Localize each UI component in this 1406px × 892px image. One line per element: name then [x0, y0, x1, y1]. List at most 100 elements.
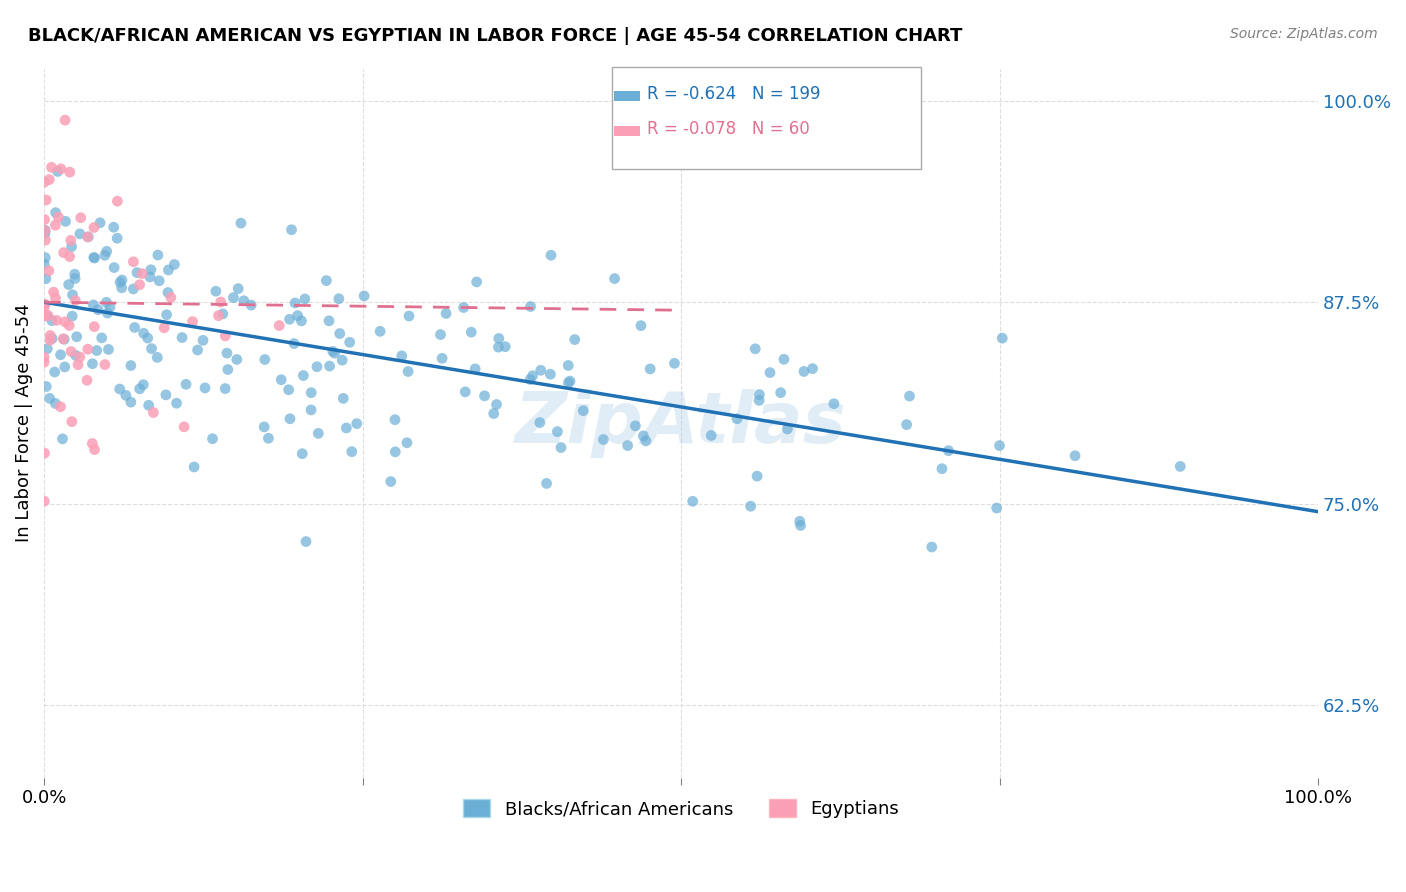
Text: Source: ZipAtlas.com: Source: ZipAtlas.com [1230, 27, 1378, 41]
Blacks/African Americans [205, 285, 228, 299]
Blacks/African Americans [592, 433, 614, 447]
Blacks/African Americans [44, 396, 66, 410]
Blacks/African Americans [396, 364, 419, 378]
Egyptians [76, 373, 98, 387]
Blacks/African Americans [748, 393, 770, 408]
Blacks/African Americans [222, 291, 245, 305]
Egyptians [34, 233, 56, 247]
Text: ZipAtlas: ZipAtlas [515, 389, 846, 458]
Blacks/African Americans [60, 309, 83, 323]
Egyptians [34, 297, 56, 311]
Blacks/African Americans [368, 324, 391, 338]
Blacks/African Americans [384, 413, 406, 427]
Egyptians [128, 277, 150, 292]
Egyptians [59, 250, 82, 264]
Blacks/African Americans [187, 343, 209, 357]
Blacks/African Americans [429, 327, 451, 342]
Blacks/African Americans [98, 300, 121, 314]
Blacks/African Americans [823, 397, 845, 411]
Blacks/African Americans [522, 368, 544, 383]
Egyptians [49, 161, 72, 176]
Blacks/African Americans [759, 366, 782, 380]
Blacks/African Americans [634, 434, 657, 448]
Egyptians [83, 319, 105, 334]
Blacks/African Americans [170, 330, 193, 344]
Blacks/African Americans [295, 534, 318, 549]
Blacks/African Americans [340, 444, 363, 458]
Egyptians [69, 350, 91, 364]
Blacks/African Americans [921, 540, 943, 554]
Blacks/African Americans [292, 368, 315, 383]
Blacks/African Americans [53, 359, 76, 374]
Blacks/African Americans [103, 260, 125, 275]
Blacks/African Americans [94, 248, 117, 262]
Blacks/African Americans [253, 420, 276, 434]
Blacks/African Americans [108, 382, 131, 396]
Blacks/African Americans [82, 298, 104, 312]
Blacks/African Americans [557, 376, 579, 390]
Blacks/African Americans [226, 282, 249, 296]
Egyptians [32, 494, 55, 508]
Blacks/African Americans [538, 368, 561, 382]
Blacks/African Americans [155, 388, 177, 402]
Egyptians [65, 293, 87, 308]
Blacks/African Americans [96, 244, 118, 259]
Y-axis label: In Labor Force | Age 45-54: In Labor Force | Age 45-54 [15, 304, 32, 542]
Blacks/African Americans [278, 411, 301, 425]
Blacks/African Americans [725, 411, 748, 425]
Egyptians [76, 230, 98, 244]
Blacks/African Americans [34, 223, 56, 237]
Blacks/African Americans [488, 331, 510, 345]
Text: BLACK/AFRICAN AMERICAN VS EGYPTIAN IN LABOR FORCE | AGE 45-54 CORRELATION CHART: BLACK/AFRICAN AMERICAN VS EGYPTIAN IN LA… [28, 27, 963, 45]
Egyptians [37, 309, 59, 323]
Blacks/African Americans [898, 389, 921, 403]
Blacks/African Americans [163, 257, 186, 271]
Blacks/African Americans [299, 385, 322, 400]
Blacks/African Americans [748, 387, 770, 401]
Blacks/African Americans [700, 428, 723, 442]
Blacks/African Americans [122, 282, 145, 296]
Blacks/African Americans [139, 269, 162, 284]
Blacks/African Americans [277, 383, 299, 397]
Blacks/African Americans [299, 403, 322, 417]
Egyptians [32, 175, 55, 189]
Blacks/African Americans [603, 271, 626, 285]
Blacks/African Americans [287, 309, 309, 323]
Blacks/African Americans [83, 251, 105, 265]
Blacks/African Americans [529, 416, 551, 430]
Blacks/African Americans [485, 398, 508, 412]
Egyptians [39, 333, 62, 347]
Blacks/African Americans [740, 500, 762, 514]
Blacks/African Americans [434, 306, 457, 320]
Egyptians [181, 314, 204, 328]
Blacks/African Americans [132, 377, 155, 392]
Blacks/African Americans [49, 348, 72, 362]
Blacks/African Americans [353, 289, 375, 303]
Blacks/African Americans [540, 248, 562, 262]
Blacks/African Americans [789, 518, 811, 533]
Blacks/African Americans [34, 257, 56, 271]
Egyptians [83, 220, 105, 235]
Blacks/African Americans [96, 306, 118, 320]
Text: R = -0.078   N = 60: R = -0.078 N = 60 [647, 120, 810, 138]
Blacks/African Americans [801, 361, 824, 376]
Blacks/African Americans [624, 418, 647, 433]
Blacks/African Americans [564, 333, 586, 347]
Egyptians [32, 301, 55, 315]
Egyptians [94, 358, 117, 372]
Text: R = -0.624   N = 199: R = -0.624 N = 199 [647, 85, 820, 103]
Blacks/African Americans [132, 326, 155, 341]
Blacks/African Americans [557, 359, 579, 373]
Blacks/African Americans [682, 494, 704, 508]
Blacks/African Americans [793, 364, 815, 378]
Blacks/African Americans [558, 374, 581, 388]
Blacks/African Americans [931, 461, 953, 475]
Blacks/African Americans [83, 251, 105, 265]
Egyptians [53, 315, 76, 329]
Blacks/African Americans [488, 340, 510, 354]
Blacks/African Americans [51, 432, 73, 446]
Blacks/African Americans [229, 216, 252, 230]
Egyptians [142, 405, 165, 419]
Blacks/African Americans [328, 292, 350, 306]
Blacks/African Americans [120, 359, 142, 373]
